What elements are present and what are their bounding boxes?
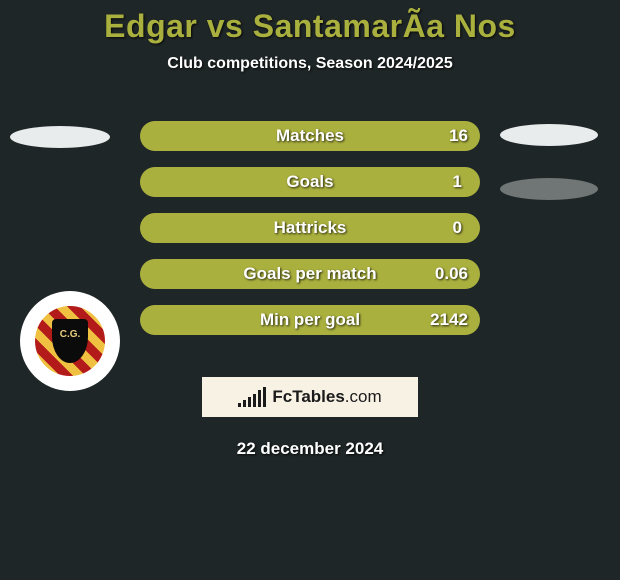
stat-pill: Goals 1 [140, 167, 480, 197]
bar-segment [248, 397, 251, 407]
stat-row: Min per goal 2142 [0, 297, 620, 343]
brand-box[interactable]: FcTables.com [202, 377, 418, 417]
stat-label: Hattricks [274, 218, 347, 238]
stat-row: Hattricks 0 [0, 205, 620, 251]
footer-date: 22 december 2024 [0, 439, 620, 459]
stat-value: 1 [453, 172, 462, 192]
bar-segment [258, 390, 261, 407]
stat-label: Matches [276, 126, 344, 146]
bar-segment [243, 400, 246, 407]
page-subtitle: Club competitions, Season 2024/2025 [0, 55, 620, 73]
stat-pill: Min per goal 2142 [140, 305, 480, 335]
stat-value: 0 [453, 218, 462, 238]
stat-label: Min per goal [260, 310, 360, 330]
bar-segment [253, 394, 256, 407]
bars-icon [238, 387, 266, 407]
brand-text: FcTables.com [272, 387, 381, 407]
stat-label: Goals per match [243, 264, 376, 284]
page-title: Edgar vs SantamarÃ­a Nos [0, 0, 620, 45]
stat-value: 2142 [430, 310, 468, 330]
stat-value: 16 [449, 126, 468, 146]
stat-pill: Goals per match 0.06 [140, 259, 480, 289]
stat-row: Goals per match 0.06 [0, 251, 620, 297]
side-ellipse [500, 124, 598, 146]
bar-segment [263, 387, 266, 407]
bar-segment [238, 403, 241, 407]
side-ellipse [500, 178, 598, 200]
brand-name: FcTables [272, 387, 344, 406]
stat-pill: Hattricks 0 [140, 213, 480, 243]
side-ellipse [10, 126, 110, 148]
stat-label: Goals [286, 172, 333, 192]
brand-domain: .com [345, 387, 382, 406]
stat-value: 0.06 [435, 264, 468, 284]
stat-pill: Matches 16 [140, 121, 480, 151]
stats-block: C.G. Matches16Goals1Hattricks0Goals per … [0, 113, 620, 459]
